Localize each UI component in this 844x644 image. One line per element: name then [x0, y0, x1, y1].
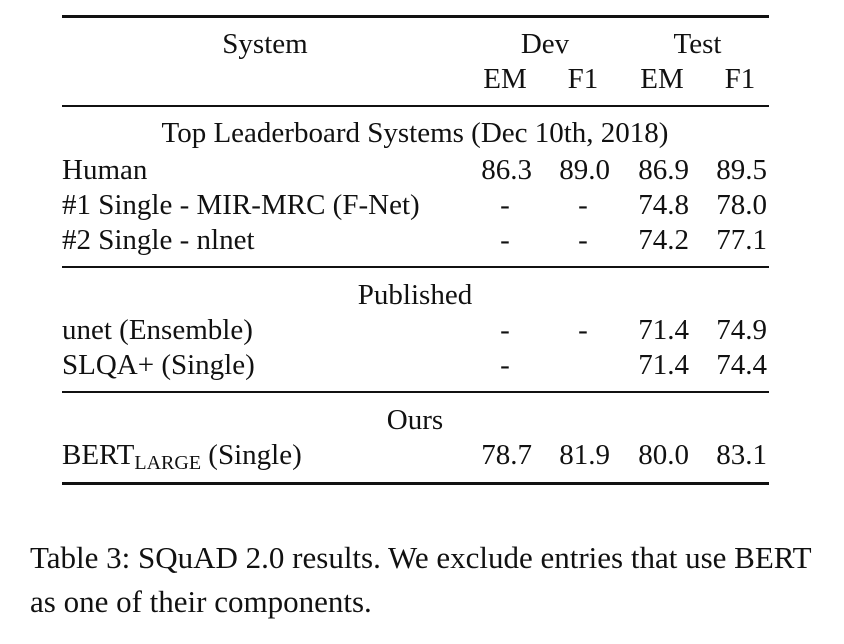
row-test-em: 86.9: [638, 154, 689, 186]
row-system: SLQA+ (Single): [62, 349, 255, 381]
row-dev-f1: -: [578, 189, 588, 221]
system-name-rest: (Single): [201, 439, 302, 471]
row-system: unet (Ensemble): [62, 314, 253, 346]
header-test-em: EM: [640, 63, 684, 95]
row-test-em: 71.4: [638, 349, 689, 381]
section-title-published: Published: [357, 279, 473, 311]
row-dev-em: -: [500, 189, 510, 221]
row-test-f1: 77.1: [716, 224, 767, 256]
row-system: #1 Single - MIR-MRC (F-Net): [62, 189, 420, 221]
row-test-f1: 89.5: [716, 154, 767, 186]
section1-bottom-rule: [62, 266, 769, 268]
header-test-f1: F1: [724, 63, 756, 95]
header-dev-f1: F1: [567, 63, 599, 95]
section2-bottom-rule: [62, 391, 769, 393]
header-dev: Dev: [520, 28, 570, 60]
row-test-f1: 74.9: [716, 314, 767, 346]
header-test: Test: [673, 28, 722, 60]
row-dev-f1: 81.9: [559, 439, 610, 471]
section-title-top-leaderboard: Top Leaderboard Systems (Dec 10th, 2018): [161, 117, 669, 149]
system-name-main: BERT: [62, 439, 135, 471]
section-title-ours: Ours: [386, 404, 444, 436]
row-dev-em: -: [500, 314, 510, 346]
table-bottom-rule: [62, 482, 769, 485]
header-system: System: [222, 28, 308, 60]
header-dev-em: EM: [483, 63, 527, 95]
row-dev-em: -: [500, 224, 510, 256]
row-dev-f1: -: [578, 314, 588, 346]
row-test-f1: 74.4: [716, 349, 767, 381]
row-system: #2 Single - nlnet: [62, 224, 255, 256]
row-test-em: 74.8: [638, 189, 689, 221]
row-test-f1: 83.1: [716, 439, 767, 471]
row-system: BERTLARGE (Single): [62, 438, 302, 475]
system-name-subscript: LARGE: [134, 452, 202, 474]
row-dev-em: 78.7: [481, 439, 532, 471]
row-dev-f1: -: [578, 224, 588, 256]
row-test-em: 74.2: [638, 224, 689, 256]
header-bottom-rule: [62, 105, 769, 107]
row-test-f1: 78.0: [716, 189, 767, 221]
table-top-rule: [62, 15, 769, 18]
row-system: Human: [62, 154, 148, 186]
table-caption: Table 3: SQuAD 2.0 results. We exclude e…: [30, 540, 811, 619]
row-test-em: 71.4: [638, 314, 689, 346]
row-dev-f1: 89.0: [559, 154, 610, 186]
row-test-em: 80.0: [638, 439, 689, 471]
row-dev-em: 86.3: [481, 154, 532, 186]
row-dev-em: -: [500, 349, 510, 381]
